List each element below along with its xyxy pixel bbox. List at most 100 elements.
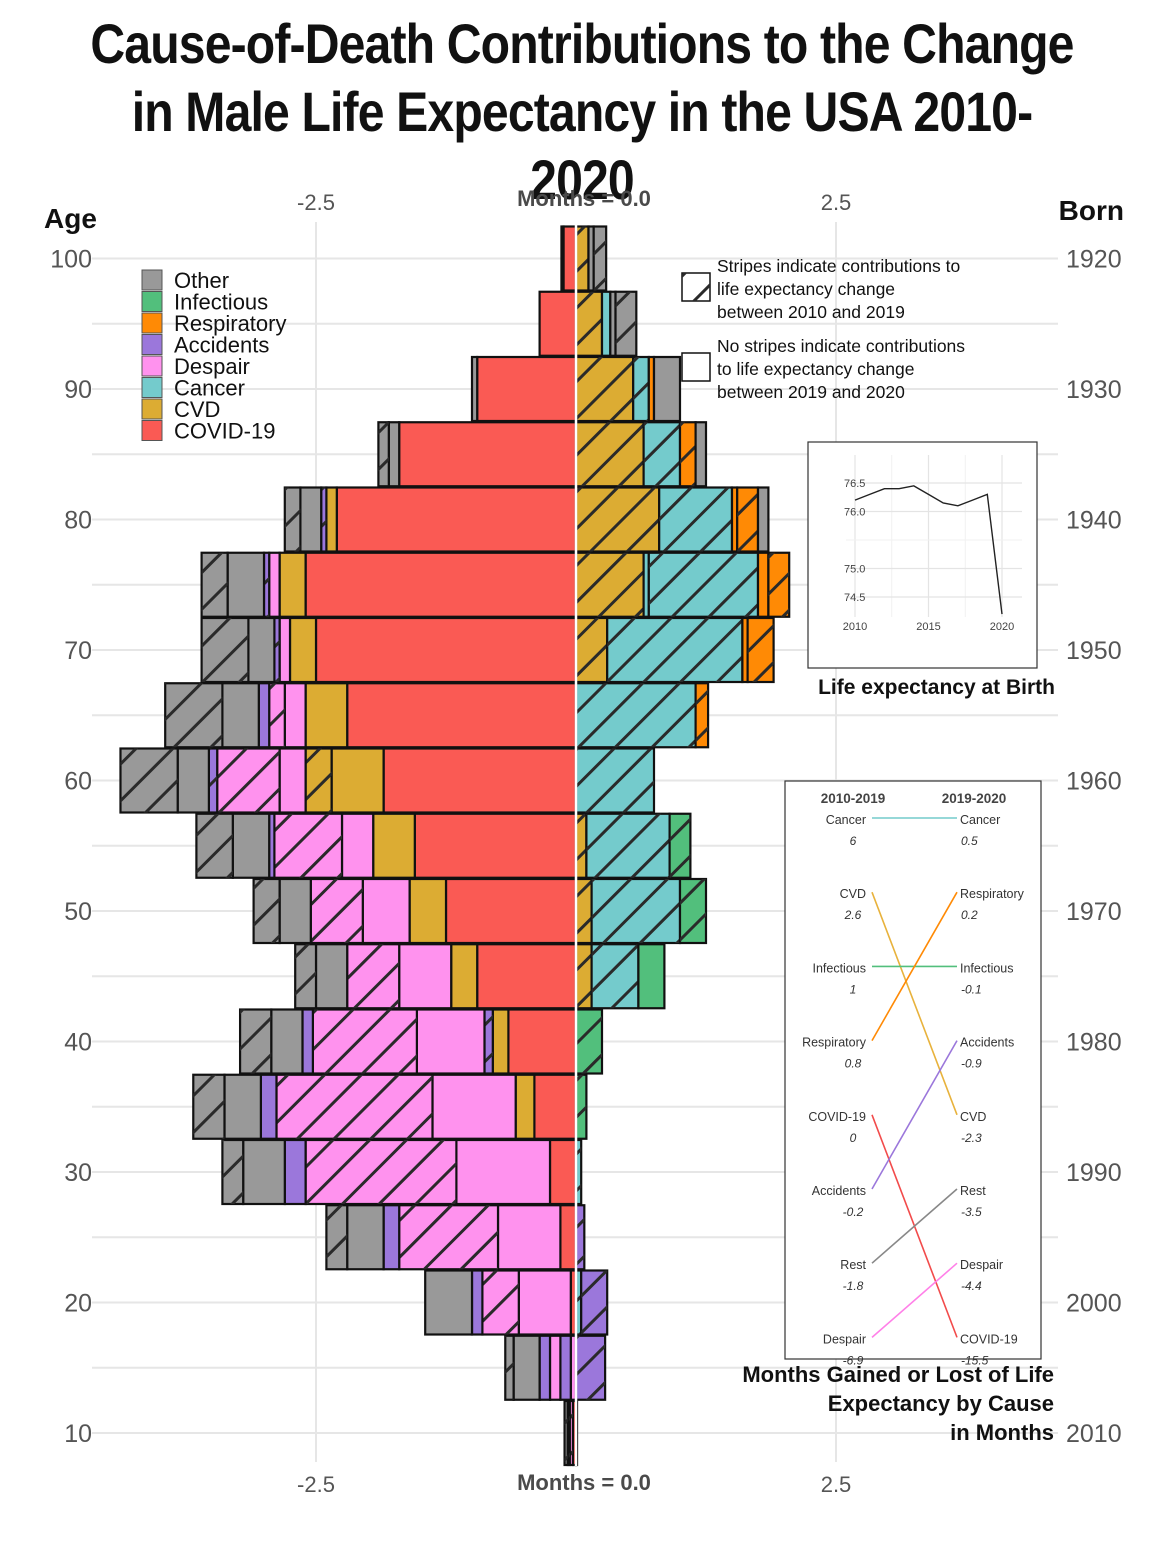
hatch-50-neg-5 bbox=[253, 879, 280, 943]
age-group-95 bbox=[538, 290, 638, 357]
slope-left-label-rest: Rest bbox=[840, 1258, 866, 1272]
legend-label-cvd: CVD bbox=[174, 397, 220, 422]
bar-segment-55-neg-other bbox=[231, 812, 271, 879]
hatch-65-neg-3 bbox=[269, 683, 285, 748]
bar-segment-55-neg-despair bbox=[340, 812, 375, 879]
age-group-25 bbox=[325, 1204, 586, 1271]
bar-segment-50-neg-other bbox=[278, 877, 312, 945]
slope-right-label-rest: Rest bbox=[960, 1184, 986, 1198]
bar-segment-80-neg-covid-19 bbox=[335, 486, 578, 553]
inset-y-tick-76.5: 76.5 bbox=[844, 478, 865, 490]
bar-segment-70-neg-covid-19 bbox=[314, 616, 578, 684]
legend-swatch-covid-19 bbox=[141, 420, 163, 441]
hatch-60-neg-2 bbox=[305, 748, 332, 813]
x-tick-bottom-1: 2.5 bbox=[821, 1472, 852, 1497]
hatch-45-neg-3 bbox=[347, 944, 400, 1009]
bar-segment-45-neg-despair bbox=[398, 943, 453, 1010]
bar-segment-70-neg-cvd bbox=[288, 616, 318, 684]
legend-label-despair: Despair bbox=[174, 354, 250, 379]
slope-right-value-respiratory: 0.2 bbox=[961, 908, 978, 922]
bar-segment-40-neg-despair bbox=[415, 1008, 486, 1075]
slope-column-header-left: 2010-2019 bbox=[821, 791, 886, 806]
hatch-100-pos-0 bbox=[576, 226, 589, 291]
slope-right-label-despair: Despair bbox=[960, 1258, 1003, 1272]
hatch-70-neg-3 bbox=[274, 618, 280, 682]
hatch-30-neg-5 bbox=[222, 1140, 244, 1204]
legend-swatch-accidents bbox=[141, 334, 163, 355]
nostripes-note-line-3: between 2019 and 2020 bbox=[717, 382, 905, 402]
born-tick-1960: 1960 bbox=[1066, 768, 1122, 796]
bar-segment-65-neg-accidents bbox=[257, 682, 271, 749]
inset-title: Life expectancy at Birth bbox=[818, 676, 1055, 699]
inset-x-tick-2010: 2010 bbox=[843, 621, 867, 633]
bar-segment-25-neg-covid-19 bbox=[559, 1204, 578, 1271]
inset-y-tick-76.0: 76.0 bbox=[844, 507, 865, 519]
age-tick-30: 30 bbox=[64, 1159, 92, 1187]
bar-segment-80-neg-other bbox=[299, 486, 323, 553]
bar-segment-20-neg-other bbox=[424, 1269, 474, 1336]
bar-segment-40-neg-accidents bbox=[301, 1008, 314, 1075]
age-axis-title: Age bbox=[44, 203, 97, 234]
born-tick-1950: 1950 bbox=[1066, 637, 1122, 665]
bar-segment-80-neg-cvd bbox=[325, 486, 338, 553]
slope-right-label-cancer: Cancer bbox=[960, 813, 1000, 827]
legend-label-infectious: Infectious bbox=[174, 290, 268, 315]
hatch-100-pos-2 bbox=[593, 226, 607, 291]
age-group-35 bbox=[192, 1073, 588, 1140]
slope-title-line-2: Expectancy by Cause bbox=[828, 1391, 1054, 1416]
life-expectancy-inset: 76.5 76.0 75.0 74.5 2010 2015 2020 Life expecta… bbox=[807, 441, 1055, 699]
bar-segment-70-neg-other bbox=[247, 616, 276, 684]
legend-swatch-cvd bbox=[141, 398, 163, 420]
hatch-55-neg-6 bbox=[196, 813, 233, 878]
age-tick-100: 100 bbox=[50, 246, 92, 274]
bar-segment-20-neg-despair bbox=[517, 1269, 572, 1336]
hatch-35-pos-0 bbox=[576, 1074, 587, 1139]
slope-left-label-covid-19: COVID-19 bbox=[808, 1110, 866, 1124]
hatch-10-neg-3 bbox=[564, 1401, 568, 1465]
legend: OtherInfectiousRespiratoryAccidentsDespa… bbox=[141, 268, 286, 444]
bar-segment-80-pos-other bbox=[756, 486, 770, 553]
hatch-75-pos-4 bbox=[768, 552, 790, 617]
slope-right-label-infectious: Infectious bbox=[960, 961, 1014, 975]
inset-x-tick-2015: 2015 bbox=[916, 621, 940, 633]
inset-y-tick-74.5: 74.5 bbox=[844, 592, 865, 604]
hatch-50-pos-0 bbox=[576, 879, 592, 943]
born-tick-1990: 1990 bbox=[1066, 1159, 1122, 1187]
slope-left-value-respiratory: 0.8 bbox=[845, 1057, 862, 1071]
bar-segment-65-neg-other bbox=[221, 682, 260, 749]
bar-segment-30-neg-accidents bbox=[283, 1138, 307, 1206]
bar-segment-40-neg-cvd bbox=[491, 1008, 510, 1075]
hatch-30-neg-2 bbox=[305, 1140, 457, 1204]
stripes-note-line-2: life expectancy change bbox=[717, 279, 895, 299]
hatch-75-pos-0 bbox=[576, 552, 644, 617]
stripes-note-line-3: between 2010 and 2019 bbox=[717, 302, 905, 322]
x-tick-bottom-0: -2.5 bbox=[297, 1472, 335, 1497]
slope-title-line-3: in Months bbox=[950, 1420, 1054, 1445]
legend-swatch-cancer bbox=[141, 377, 163, 398]
hatch-85-pos-2 bbox=[680, 422, 696, 487]
born-tick-2000: 2000 bbox=[1066, 1290, 1122, 1318]
slope-left-value-infectious: 1 bbox=[850, 982, 857, 996]
bar-segment-75-neg-despair bbox=[268, 551, 281, 618]
bar-segment-25-neg-other bbox=[346, 1204, 385, 1271]
bar-segment-75-neg-covid-19 bbox=[304, 551, 578, 618]
bar-segment-40-neg-covid-19 bbox=[507, 1008, 578, 1075]
inset-x-tick-2020: 2020 bbox=[990, 621, 1014, 633]
hatch-15-pos-0 bbox=[576, 1335, 606, 1400]
bar-segment-95-neg-covid-19 bbox=[538, 290, 578, 357]
nostripes-note-line-2: to life expectancy change bbox=[717, 359, 915, 379]
bar-segment-50-neg-despair bbox=[361, 877, 411, 945]
slope-left-value-cvd: 2.6 bbox=[844, 908, 862, 922]
age-group-55 bbox=[195, 812, 692, 879]
hatch-55-pos-1 bbox=[586, 813, 670, 878]
legend-label-cancer: Cancer bbox=[174, 376, 245, 401]
bar-segment-55-neg-cvd bbox=[372, 812, 416, 879]
bar-segment-70-neg-despair bbox=[278, 616, 292, 684]
age-tick-20: 20 bbox=[64, 1290, 92, 1318]
bar-segment-95-pos-cancer bbox=[600, 290, 612, 357]
plain-key-box bbox=[681, 352, 711, 382]
born-tick-1980: 1980 bbox=[1066, 1029, 1122, 1057]
bar-segment-35-neg-cvd bbox=[514, 1073, 536, 1140]
bar-segment-85-neg-covid-19 bbox=[398, 421, 578, 488]
